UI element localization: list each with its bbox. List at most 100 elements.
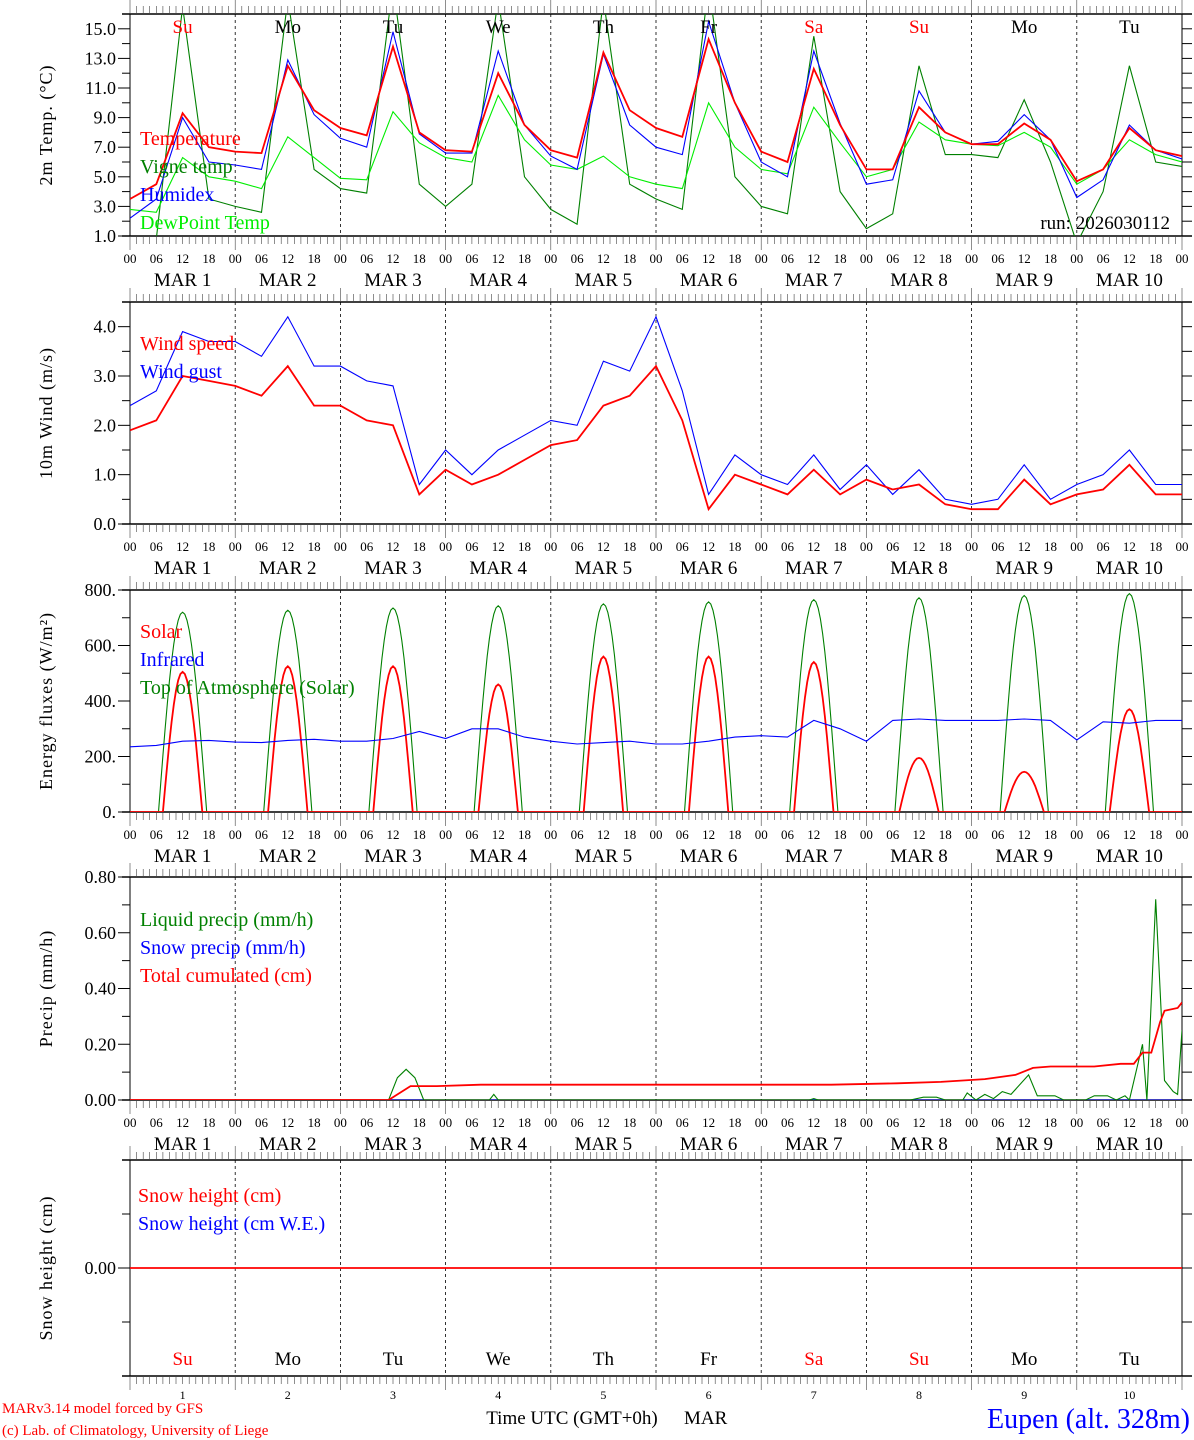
x-date-label: MAR 10 [1096,270,1163,291]
legend-entry: Vigne temp [140,156,233,178]
y-axis-label: Snow height (cm) [36,1196,57,1341]
x-hour-label: 00 [860,251,873,266]
x-hour-label: 12 [281,827,294,842]
x-hour-label: 18 [413,1115,426,1130]
x-hour-label: 00 [124,1115,137,1130]
x-date-label: MAR 7 [785,558,843,579]
x-hour-label: 18 [413,251,426,266]
series-line-solar [130,655,1182,812]
x-hour-label: 18 [939,827,952,842]
x-hour-label: 12 [597,539,610,554]
legend-entry: Top of Atmosphere (Solar) [140,677,355,699]
y-axis-label: Energy fluxes (W/m²) [36,612,57,790]
y-tick-label: 3.0 [94,196,117,216]
y-axis-label: Precip (mm/h) [36,930,57,1047]
x-date-label: MAR 3 [364,846,422,867]
x-hour-label: 00 [965,539,978,554]
x-hour-label: 18 [728,251,741,266]
x-hour-label: 18 [1149,1115,1162,1130]
x-hour-label: 18 [939,1115,952,1130]
x-hour-label: 12 [492,827,505,842]
x-hour-label: 18 [834,251,847,266]
x-date-label: MAR 4 [469,846,527,867]
weekday-label: We [486,17,511,38]
legend-entry: Humidex [140,184,214,206]
x-hour-label: 00 [334,539,347,554]
x-hour-label: 18 [1044,1115,1057,1130]
x-hour-label: 06 [150,827,164,842]
legend-entry: Solar [140,621,183,643]
x-hour-label: 00 [860,539,873,554]
x-hour-label: 00 [1070,1115,1083,1130]
x-hour-label: 06 [360,827,374,842]
location-title: Eupen (alt. 328m) [987,1404,1190,1435]
y-tick-label: 7.0 [94,137,117,157]
x-hour-label: 00 [229,1115,242,1130]
day-number-label: 9 [1021,1388,1027,1402]
x-hour-label: 18 [623,1115,636,1130]
x-date-label: MAR 10 [1096,1134,1163,1155]
y-tick-label: 0.80 [85,867,117,887]
series-line-total-cumulated-cm- [130,1001,1182,1100]
weekday-label: Mo [275,17,301,38]
day-number-label: 5 [600,1388,606,1402]
x-hour-label: 00 [544,251,557,266]
x-hour-label: 12 [492,251,505,266]
weekday-label: Fr [700,1349,718,1370]
x-hour-label: 12 [387,251,400,266]
x-date-label: MAR 3 [364,1134,422,1155]
y-tick-label: 0.0 [94,514,117,534]
x-hour-label: 00 [229,827,242,842]
weekday-label: Tu [1119,17,1140,38]
x-date-label: MAR 1 [154,558,212,579]
x-hour-label: 06 [676,251,690,266]
x-hour-label: 12 [1018,827,1031,842]
x-hour-label: 12 [1123,251,1136,266]
x-hour-label: 00 [755,539,768,554]
x-hour-label: 06 [676,539,690,554]
y-axis-label: 10m Wind (m/s) [36,347,57,479]
x-hour-label: 00 [1176,1115,1189,1130]
x-date-label: MAR 9 [995,846,1053,867]
x-hour-label: 12 [702,827,715,842]
x-hour-label: 18 [834,1115,847,1130]
weekday-label: Tu [1119,1349,1140,1370]
x-date-label: MAR 2 [259,558,317,579]
y-tick-label: 0.00 [85,1258,117,1278]
x-hour-label: 12 [387,827,400,842]
x-hour-label: 18 [308,1115,321,1130]
y-tick-label: 3.0 [94,366,117,386]
x-hour-label: 00 [334,827,347,842]
time-ticks [129,0,1183,250]
x-hour-label: 06 [991,827,1005,842]
day-number-label: 10 [1123,1388,1135,1402]
x-hour-label: 18 [413,827,426,842]
y-tick-label: 200. [85,747,117,767]
x-hour-label: 00 [1070,539,1083,554]
x-hour-label: 06 [1097,827,1111,842]
x-date-label: MAR 6 [680,1134,738,1155]
y-tick-label: 1.0 [94,226,117,246]
x-date-label: MAR 1 [154,270,212,291]
legend-entry: Wind speed [140,333,234,355]
x-hour-label: 06 [465,827,479,842]
x-date-label: MAR 7 [785,846,843,867]
legend-entry: DewPoint Temp [140,212,270,234]
x-date-label: MAR 6 [680,846,738,867]
day-number-label: 4 [495,1388,501,1402]
weekday-label: Tu [383,1349,404,1370]
y-tick-label: 1.0 [94,465,117,485]
x-hour-label: 06 [676,1115,690,1130]
series-line-dewpoint-temp [130,94,1182,213]
y-tick-label: 0.60 [85,923,117,943]
x-hour-label: 12 [281,251,294,266]
y-tick-label: 600. [85,636,117,656]
panel-4: 0.00 0.20 0.40 0.60 0.80 Precip (mm/h) Liquid … [36,863,1192,1155]
x-hour-label: 18 [728,1115,741,1130]
x-hour-label: 00 [650,251,663,266]
x-hour-label: 12 [702,539,715,554]
x-hour-label: 00 [1070,251,1083,266]
x-hour-label: 00 [334,1115,347,1130]
x-date-label: MAR 2 [259,846,317,867]
